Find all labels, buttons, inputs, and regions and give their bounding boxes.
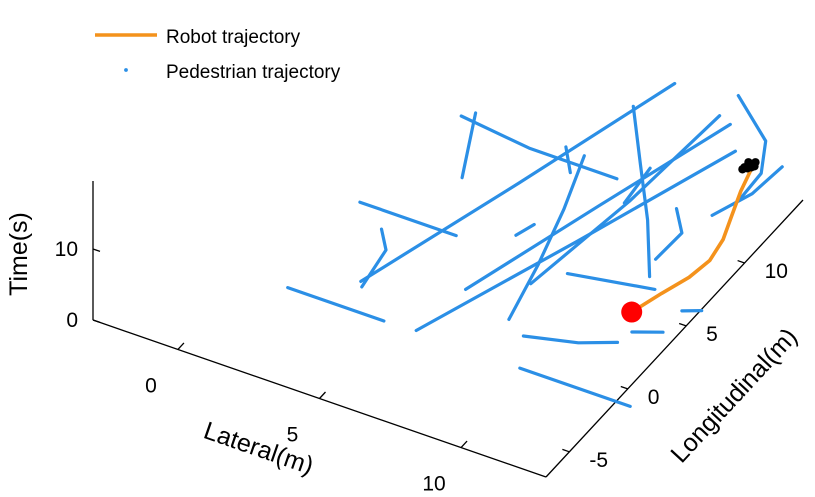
goal-marker-dot — [738, 165, 747, 174]
pedestrian-trajectory-9 — [414, 149, 737, 333]
pedestrian-trajectory-12 — [736, 94, 768, 203]
lateral-tick-label: 5 — [287, 424, 299, 447]
longitudinal-tick-label: 5 — [706, 323, 718, 346]
pedestrian-trajectory-8 — [631, 104, 652, 279]
pedestrian-trajectory-10 — [529, 114, 722, 286]
lateral-tick-mark — [177, 342, 185, 350]
time-tick-mark — [92, 248, 101, 253]
axis-ticks: 0 10 0 5 10 -5 0 5 10 — [55, 238, 788, 496]
legend-pedestrian-swatch — [124, 68, 128, 72]
pedestrian-trajectory-19 — [514, 222, 536, 237]
pedestrian-trajectory-13 — [359, 81, 677, 283]
legend: Robot trajectory Pedestrian trajectory — [95, 27, 341, 83]
time-tick-label: 0 — [66, 309, 78, 332]
robot-goal-marker — [738, 158, 760, 174]
longitudinal-tick-label: -5 — [589, 449, 608, 472]
lateral-axis-label: Lateral(m) — [200, 417, 317, 481]
pedestrian-trajectory-3 — [521, 334, 620, 345]
lateral-tick-label: 0 — [145, 374, 157, 397]
time-axis-label: Time(s) — [5, 212, 33, 296]
pedestrian-trajectory-15 — [360, 227, 388, 289]
pedestrian-trajectory-2 — [518, 366, 632, 408]
pedestrian-trajectory-14 — [358, 200, 458, 238]
time-tick-label: 10 — [55, 238, 78, 261]
pedestrian-trajectory-11 — [464, 122, 732, 291]
pedestrian-trajectory-1 — [286, 286, 386, 323]
lateral-tick-mark — [319, 391, 326, 399]
lateral-tick-label: 10 — [422, 473, 445, 496]
pedestrian-trajectory-6 — [459, 114, 619, 181]
longitudinal-tick-mark — [562, 448, 570, 453]
robot-trajectory-line — [629, 167, 754, 314]
pedestrian-trajectory-18 — [564, 145, 572, 175]
longitudinal-tick-label: 10 — [765, 260, 788, 283]
lateral-tick-mark — [460, 440, 468, 449]
pedestrian-trajectories — [286, 81, 784, 408]
robot-trajectory-group — [621, 158, 760, 323]
pedestrian-trajectory-16 — [565, 272, 657, 291]
pedestrian-trajectory-17 — [654, 207, 684, 261]
longitudinal-tick-label: 0 — [648, 386, 660, 409]
longitudinal-axis-line — [545, 199, 804, 478]
longitudinal-axis-label: Longitudinal(m) — [665, 323, 803, 468]
robot-start-marker — [621, 301, 643, 323]
pedestrian-trajectory-21 — [460, 111, 478, 180]
longitudinal-tick-mark — [737, 259, 745, 264]
pedestrian-trajectory-22 — [622, 166, 652, 205]
goal-marker-dot — [750, 162, 759, 171]
longitudinal-tick-mark — [620, 385, 628, 390]
legend-pedestrian-label: Pedestrian trajectory — [166, 62, 341, 83]
time-tick-mark — [92, 319, 101, 324]
legend-robot-label: Robot trajectory — [166, 27, 301, 48]
longitudinal-tick-mark — [678, 322, 687, 327]
pedestrian-trajectory-20 — [710, 165, 784, 217]
